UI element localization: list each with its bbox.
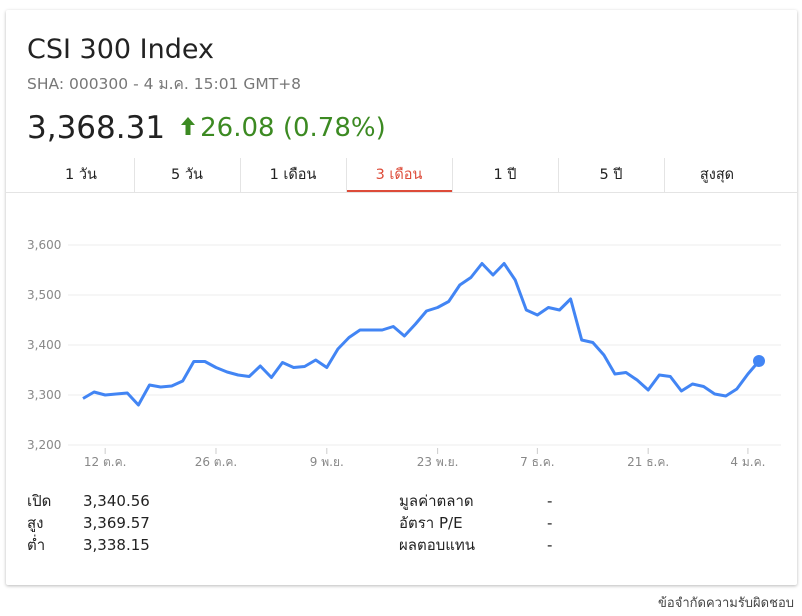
tab-separator bbox=[240, 158, 241, 192]
tab-separator bbox=[346, 158, 347, 192]
tab-2[interactable]: 1 เดือน bbox=[269, 167, 317, 183]
stock-card: CSI 300 Index SHA: 000300 - 4 ม.ค. 15:01… bbox=[6, 10, 797, 585]
stat-label: อัตรา P/E bbox=[399, 514, 463, 532]
index-title: CSI 300 Index bbox=[27, 34, 214, 65]
x-tick-label: 12 ต.ค. bbox=[84, 455, 127, 469]
stat-label: เปิด bbox=[27, 492, 52, 510]
tab-0[interactable]: 1 วัน bbox=[65, 167, 97, 183]
disclaimer-link[interactable]: ข้อจำกัดความรับผิดชอบ bbox=[658, 596, 794, 611]
stats-left: เปิด 3,340.56 สูง 3,369.57 ต่ำ 3,338.15 bbox=[27, 490, 327, 556]
x-tick-label: 4 ม.ค. bbox=[730, 455, 765, 469]
y-tick-label: 3,600 bbox=[27, 238, 61, 252]
stat-row: ต่ำ 3,338.15 bbox=[27, 534, 327, 556]
stat-value: - bbox=[547, 492, 553, 510]
tab-1[interactable]: 5 วัน bbox=[171, 167, 203, 183]
x-tick-label: 26 ต.ค. bbox=[195, 455, 238, 469]
stat-row: ผลตอบแทน - bbox=[399, 534, 699, 556]
y-tick-label: 3,300 bbox=[27, 388, 61, 402]
stat-label: ต่ำ bbox=[27, 536, 46, 554]
current-price: 3,368.31 bbox=[27, 110, 166, 146]
stat-value: 3,338.15 bbox=[83, 536, 150, 554]
stat-value: - bbox=[547, 536, 553, 554]
tab-separator bbox=[134, 158, 135, 192]
stat-value: 3,340.56 bbox=[83, 492, 150, 510]
stat-label: สูง bbox=[27, 514, 44, 532]
stat-label: มูลค่าตลาด bbox=[399, 492, 474, 510]
last-price-point bbox=[753, 355, 765, 367]
stat-row: มูลค่าตลาด - bbox=[399, 490, 699, 512]
x-tick-label: 9 พ.ย. bbox=[310, 455, 344, 469]
price-change: 26.08 (0.78%) bbox=[200, 113, 386, 143]
range-tabs: 1 วัน 5 วัน 1 เดือน 3 เดือน 1 ปี 5 ปี สูงสุด bbox=[6, 158, 797, 192]
tab-separator bbox=[558, 158, 559, 192]
y-tick-label: 3,400 bbox=[27, 338, 61, 352]
price-series-line bbox=[82, 262, 761, 407]
tab-separator bbox=[452, 158, 453, 192]
tab-5[interactable]: 5 ปี bbox=[599, 167, 623, 183]
stat-row: อัตรา P/E - bbox=[399, 512, 699, 534]
stat-value: - bbox=[547, 514, 553, 532]
arrow-up-icon bbox=[180, 116, 196, 140]
y-tick-label: 3,200 bbox=[27, 438, 61, 452]
price-chart[interactable]: 3,600 3,500 3,400 3,300 3,200 12 ต.ค. 26 ต.ค. 9… bbox=[6, 10, 797, 490]
stat-value: 3,369.57 bbox=[83, 514, 150, 532]
tab-4[interactable]: 1 ปี bbox=[493, 167, 517, 183]
stat-row: เปิด 3,340.56 bbox=[27, 490, 327, 512]
tab-6[interactable]: สูงสุด bbox=[699, 167, 735, 183]
x-tick-label: 7 ธ.ค. bbox=[520, 455, 554, 469]
stat-row: สูง 3,369.57 bbox=[27, 512, 327, 534]
tabs-divider bbox=[6, 192, 797, 193]
stat-label: ผลตอบแทน bbox=[399, 536, 476, 554]
y-tick-label: 3,500 bbox=[27, 288, 61, 302]
tab-3[interactable]: 3 เดือน bbox=[346, 158, 452, 192]
x-tick-label: 21 ธ.ค. bbox=[627, 455, 669, 469]
stats-right: มูลค่าตลาด - อัตรา P/E - ผลตอบแทน - bbox=[399, 490, 699, 556]
x-tick-label: 23 พ.ย. bbox=[417, 455, 459, 469]
tab-separator bbox=[664, 158, 665, 192]
price-row: 3,368.31 26.08 (0.78%) bbox=[27, 110, 386, 146]
exchange-subtitle: SHA: 000300 - 4 ม.ค. 15:01 GMT+8 bbox=[27, 75, 302, 93]
